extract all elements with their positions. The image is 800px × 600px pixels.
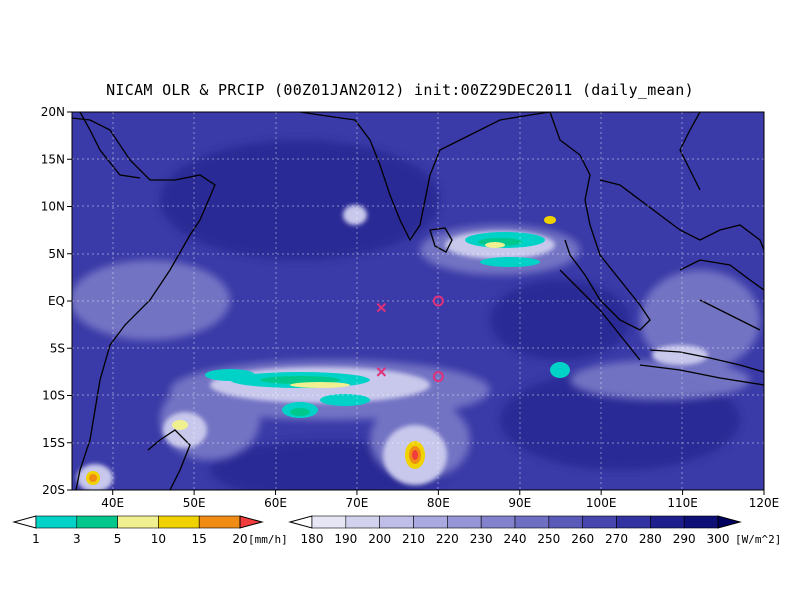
- colorbar-label: 280: [639, 532, 662, 546]
- colorbar-label: 190: [334, 532, 357, 546]
- colorbar-label: 3: [73, 532, 81, 546]
- colorbar-unit: [W/m^2]: [735, 533, 781, 546]
- x-tick-label: 40E: [101, 496, 124, 510]
- colorbar-label: 300: [707, 532, 730, 546]
- grid-lines: [72, 112, 764, 490]
- colorbar-segment: [683, 515, 719, 529]
- colorbar-segment: [514, 515, 550, 529]
- x-tick-label: 110E: [667, 496, 698, 510]
- colorbar-label: 5: [114, 532, 122, 546]
- y-tick-label: 5S: [50, 341, 65, 355]
- circle-marker: [432, 295, 444, 307]
- x-tick-label: 90E: [508, 496, 531, 510]
- colorbar-segment: [35, 515, 78, 529]
- colorbar-label: 250: [537, 532, 560, 546]
- colorbar-segment: [198, 515, 241, 529]
- colorbar-segment: [650, 515, 685, 529]
- colorbar-segment: [12, 515, 37, 529]
- y-tick-label: 20N: [41, 105, 65, 119]
- colorbar-label: 270: [605, 532, 628, 546]
- colorbar-label: 200: [368, 532, 391, 546]
- x-marker: [376, 302, 387, 313]
- y-tick-label: 5N: [48, 247, 65, 261]
- x-tick-label: 70E: [346, 496, 369, 510]
- precip-colorbar: 1 3 5 10 15 20 [mm/h]: [12, 515, 288, 546]
- colorbar-label: 240: [504, 532, 527, 546]
- y-tick-label: EQ: [48, 294, 65, 308]
- colorbar-segment: [379, 515, 414, 529]
- station-markers: [376, 295, 444, 383]
- x-tick-label: 50E: [183, 496, 206, 510]
- coastlines: [72, 112, 764, 490]
- olr-field: [72, 112, 764, 490]
- y-tick-label: 15S: [42, 436, 65, 450]
- x-axis-ticks: 40E 50E 60E 70E 80E 90E 100E 110E 120E: [101, 490, 779, 510]
- circle-marker: [432, 371, 444, 383]
- colorbar-label: 260: [571, 532, 594, 546]
- colorbar-segment: [158, 515, 200, 529]
- x-marker: [376, 367, 387, 377]
- colorbar-segment: [717, 515, 742, 529]
- colorbar-segment: [413, 515, 448, 529]
- colorbar-segment: [548, 515, 583, 529]
- colorbar-segment: [616, 515, 651, 529]
- y-tick-label: 10S: [42, 389, 65, 403]
- x-tick-label: 80E: [427, 496, 450, 510]
- colorbar-segment: [239, 515, 264, 529]
- colorbar-segment: [345, 515, 380, 529]
- y-tick-label: 15N: [41, 152, 65, 166]
- colorbar-segment: [117, 515, 159, 529]
- colorbar-label: 210: [402, 532, 425, 546]
- colorbar-label: 180: [301, 532, 324, 546]
- colorbar-segment: [288, 515, 313, 529]
- colorbar-unit: [mm/h]: [248, 533, 288, 546]
- colorbar-segment: [311, 515, 347, 529]
- x-tick-label: 100E: [586, 496, 617, 510]
- colorbar-label: 1: [32, 532, 40, 546]
- colorbar-label: 220: [436, 532, 459, 546]
- y-tick-label: 20S: [42, 483, 65, 497]
- colorbar-label: 10: [151, 532, 166, 546]
- colorbar-segment: [447, 515, 482, 529]
- colorbar-label: 290: [673, 532, 696, 546]
- map-title: NICAM OLR & PRCIP (00Z01JAN2012) init:00…: [106, 81, 694, 99]
- olr-colorbar: 180 190 200 210 220 230 240 250 260 270 280 290 300 […: [288, 515, 781, 546]
- colorbar-segment: [76, 515, 118, 529]
- colorbar-label: 230: [470, 532, 493, 546]
- colorbar-label: 15: [192, 532, 207, 546]
- colorbar-segment: [582, 515, 617, 529]
- colorbar-segment: [480, 515, 516, 529]
- colorbar-label: 20: [232, 532, 247, 546]
- y-tick-label: 10N: [41, 200, 65, 214]
- x-tick-label: 120E: [749, 496, 780, 510]
- y-axis-ticks: 20S 15S 10S 5S EQ 5N 10N 15N 20N: [41, 105, 72, 497]
- x-tick-label: 60E: [264, 496, 287, 510]
